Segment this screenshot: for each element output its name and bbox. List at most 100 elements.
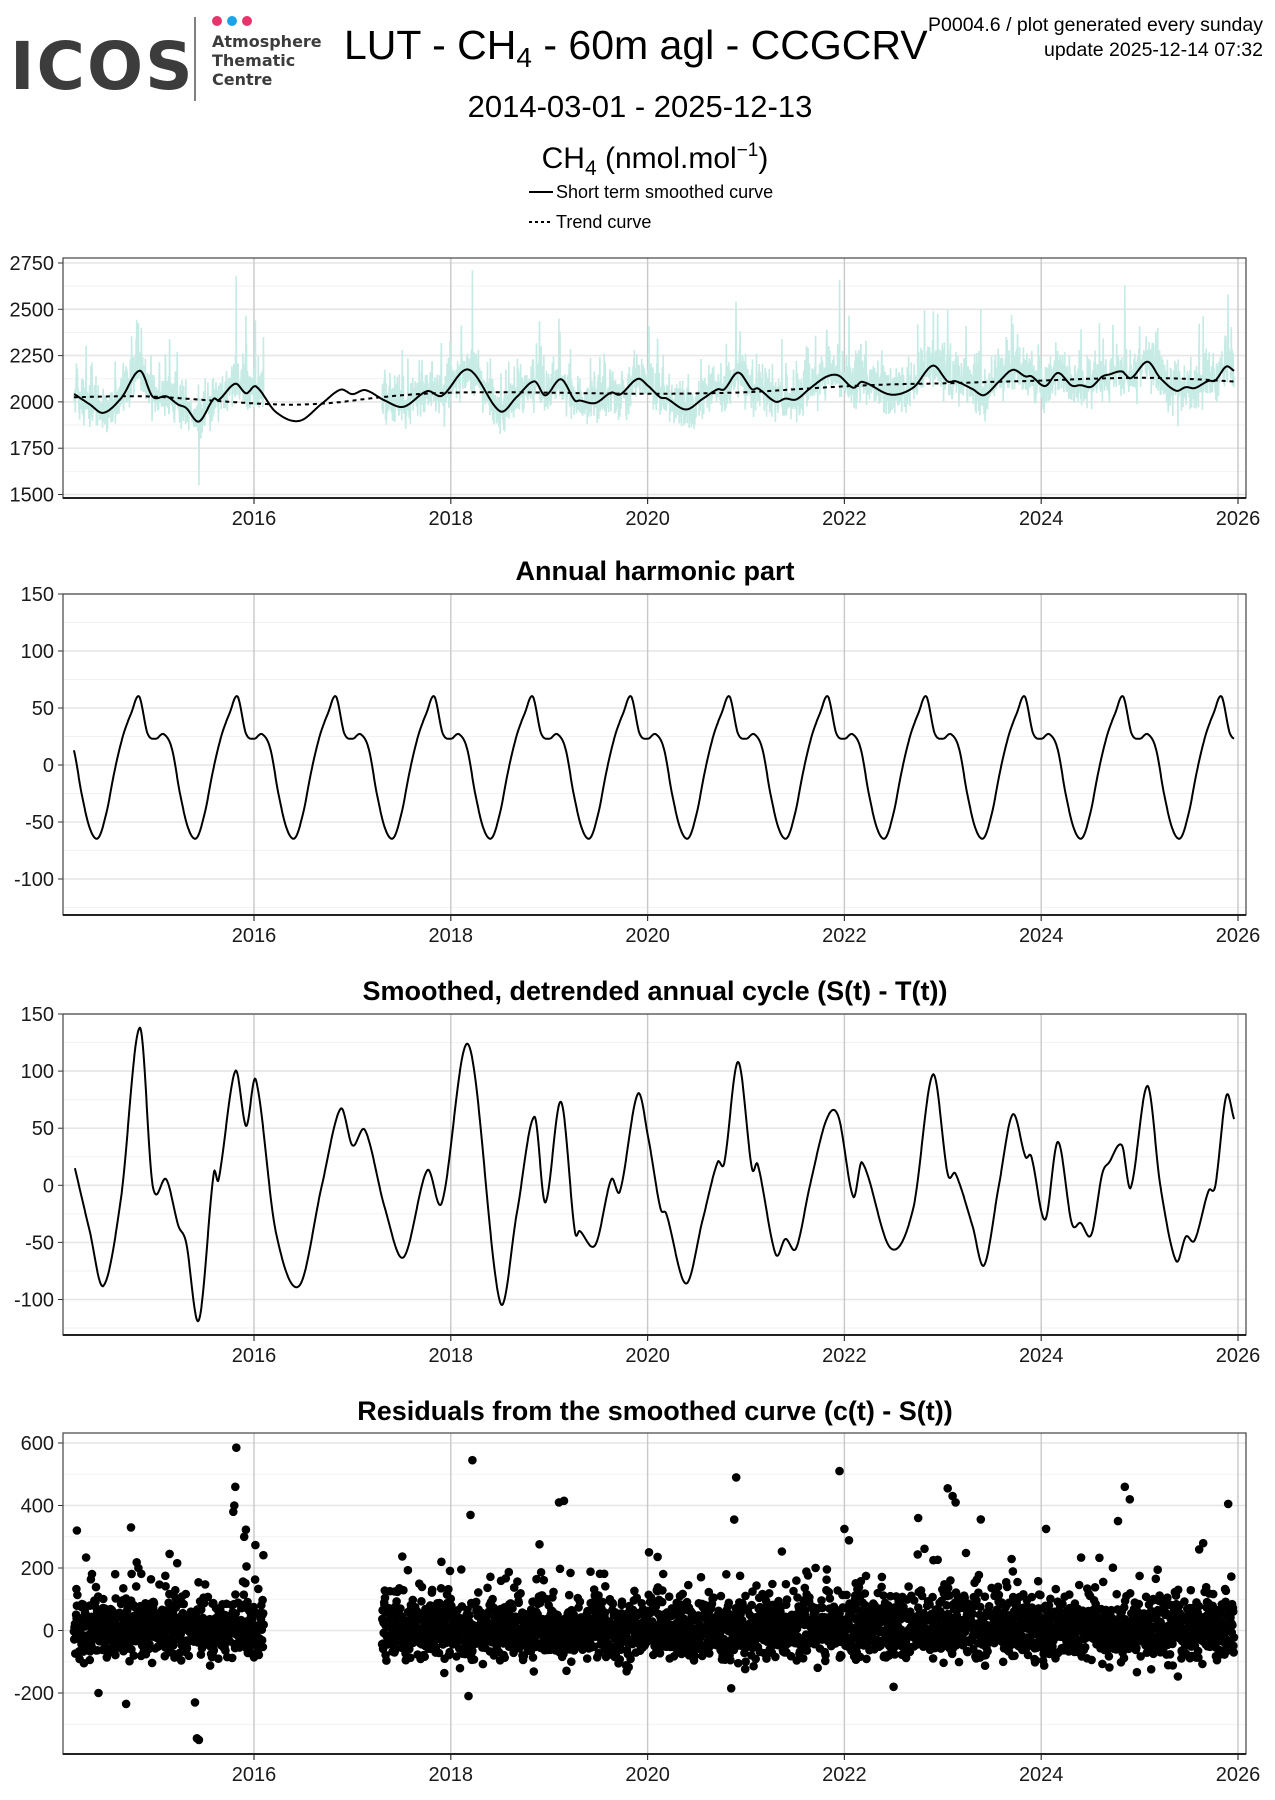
residual-point (818, 1603, 827, 1613)
residual-point (1120, 1482, 1130, 1492)
panel-title-harmonic: Annual harmonic part (515, 556, 794, 586)
residual-point (562, 1666, 571, 1676)
residual-point (1141, 1592, 1151, 1602)
residual-point (664, 1592, 674, 1601)
residual-point (131, 1582, 141, 1591)
residual-point (993, 1582, 1003, 1592)
unit-prefix: CH (542, 142, 585, 175)
residual-point (121, 1699, 131, 1709)
residual-point (1013, 1577, 1022, 1587)
residual-point (1194, 1653, 1203, 1662)
residual-point (860, 1600, 870, 1610)
icos-logo: ICOS Atmosphere Thematic Centre (10, 16, 322, 105)
residual-point (1036, 1590, 1045, 1600)
residual-point (980, 1661, 990, 1670)
x-tick-label: 2018 (429, 925, 474, 947)
residual-point (559, 1496, 569, 1506)
y-tick-label: 2000 (10, 392, 55, 414)
residual-point (837, 1651, 846, 1661)
residual-point (817, 1596, 826, 1605)
x-tick-label: 2018 (429, 1764, 474, 1786)
residual-point (504, 1567, 514, 1577)
residual-point (729, 1515, 739, 1524)
x-tick-label: 2016 (232, 1764, 277, 1786)
page-title: LUT - CH4 - 60m agl - CCGCRV (344, 22, 928, 73)
residual-point (749, 1661, 758, 1671)
residual-point (747, 1600, 756, 1610)
residual-point (943, 1583, 953, 1593)
residual-point (805, 1593, 814, 1602)
plot-area (73, 1026, 1236, 1323)
residual-point (925, 1600, 934, 1609)
raw-data-line (73, 275, 265, 486)
residual-point (408, 1595, 418, 1605)
residual-point (1173, 1672, 1183, 1681)
residual-point (998, 1657, 1008, 1667)
residual-point (1208, 1589, 1218, 1599)
residual-point (539, 1575, 549, 1585)
residual-point (420, 1652, 430, 1661)
y-tick-label: -200 (14, 1683, 54, 1705)
residual-point (961, 1548, 971, 1558)
residual-point (81, 1553, 91, 1562)
residual-point (968, 1609, 977, 1619)
residual-point (690, 1651, 700, 1661)
logo-line-1: Atmosphere (212, 32, 322, 51)
residual-point (1173, 1585, 1183, 1595)
residual-point (196, 1605, 206, 1614)
residual-point (740, 1664, 750, 1674)
residual-point (231, 1482, 240, 1492)
residual-point (594, 1591, 603, 1600)
residual-point (1168, 1661, 1178, 1670)
residual-point (390, 1646, 400, 1655)
residual-point (1221, 1586, 1231, 1596)
residual-point (802, 1646, 812, 1655)
smoothed-curve (73, 360, 1235, 423)
residual-point (1180, 1597, 1189, 1606)
residual-point (1228, 1620, 1237, 1630)
residual-point (209, 1646, 219, 1655)
residual-point (1027, 1592, 1037, 1602)
residual-point (1041, 1524, 1051, 1534)
y-tick-label: 50 (32, 1118, 54, 1140)
residual-point (231, 1609, 240, 1618)
x-tick-label: 2018 (429, 1345, 474, 1367)
residual-point (709, 1593, 718, 1602)
residual-point (147, 1658, 157, 1668)
y-tick-label: 2750 (10, 253, 55, 275)
residual-point (856, 1576, 866, 1586)
logo-dot (242, 16, 252, 26)
residual-point (1135, 1571, 1144, 1581)
title-subscript: 4 (516, 42, 532, 73)
residual-point (230, 1501, 239, 1510)
residual-point (1125, 1495, 1135, 1504)
residual-point (741, 1591, 750, 1601)
residual-point (171, 1585, 180, 1595)
y-tick-label: -100 (14, 1290, 54, 1312)
residual-point (1229, 1641, 1238, 1651)
residual-point (241, 1525, 251, 1534)
residual-point (658, 1569, 668, 1579)
legend: Short term smoothed curve Trend curve (529, 182, 773, 232)
residual-point (478, 1659, 488, 1669)
residual-point (951, 1498, 960, 1507)
residual-point (528, 1653, 538, 1662)
residual-point (1033, 1576, 1043, 1586)
y-tick-label: 1750 (10, 438, 55, 460)
residual-point (184, 1651, 194, 1661)
detrended-curve (73, 1026, 1236, 1323)
residual-point (575, 1597, 585, 1606)
residual-point (942, 1601, 951, 1610)
residual-point (705, 1649, 714, 1658)
residual-point (976, 1515, 986, 1524)
logo-dot (227, 16, 237, 26)
residual-point (615, 1655, 625, 1664)
residual-point (909, 1596, 919, 1605)
residual-point (445, 1647, 455, 1657)
residual-point (974, 1570, 984, 1580)
residual-point (980, 1592, 990, 1601)
harmonic-curve (72, 695, 1235, 840)
residual-point (945, 1591, 954, 1600)
residual-point (564, 1590, 574, 1600)
residual-point (720, 1636, 729, 1646)
